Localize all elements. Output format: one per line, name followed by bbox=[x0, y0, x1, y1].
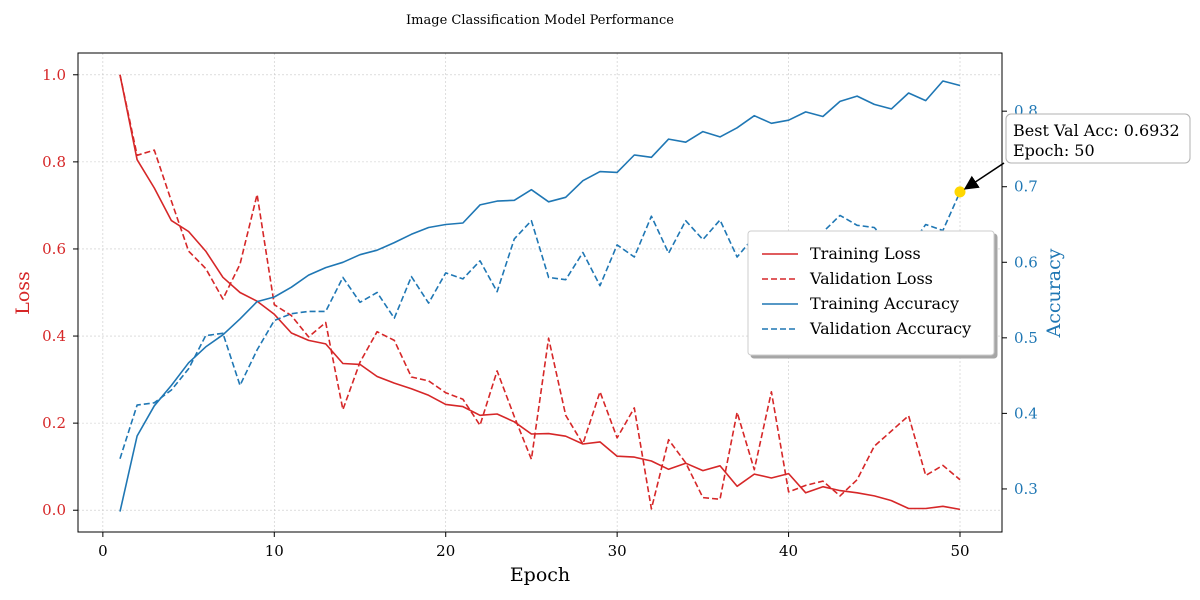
x-tick-label: 40 bbox=[779, 542, 798, 560]
legend-label: Training Loss bbox=[810, 244, 921, 263]
y-left-tick-label: 0.6 bbox=[42, 240, 66, 258]
x-tick-label: 0 bbox=[98, 542, 108, 560]
legend-label: Training Accuracy bbox=[810, 294, 959, 313]
legend-label: Validation Accuracy bbox=[809, 319, 971, 338]
y-right-tick-label: 0.5 bbox=[1014, 329, 1038, 347]
chart-title: Image Classification Model Performance bbox=[406, 13, 674, 28]
x-axis-label: Epoch bbox=[510, 564, 570, 586]
axes: 0 10 20 30 40 50 0.0 0.2 0.4 0.6 0.8 1.0 0.3 0.4 0.5 0.… bbox=[42, 52, 1038, 560]
series-line-training-loss bbox=[119, 74, 961, 511]
y-right-tick-label: 0.7 bbox=[1014, 178, 1038, 196]
best-val-point bbox=[954, 186, 966, 198]
y-right-tick-label: 0.4 bbox=[1014, 404, 1038, 422]
x-tick-label: 30 bbox=[608, 542, 627, 560]
y-right-tick-label: 0.6 bbox=[1014, 253, 1038, 271]
x-tick-label: 50 bbox=[950, 542, 969, 560]
annotation-box bbox=[1005, 113, 1191, 164]
y-left-tick-label: 0.0 bbox=[42, 501, 66, 519]
legend-label: Validation Loss bbox=[809, 269, 933, 288]
annotation-line-2: Epoch: 50 bbox=[1013, 141, 1095, 160]
grid-lines bbox=[78, 53, 1002, 532]
y-right-tick-label: 0.3 bbox=[1014, 480, 1038, 498]
y-left-tick-label: 1.0 bbox=[42, 66, 66, 84]
annotation-arrow bbox=[963, 162, 1005, 190]
y-left-tick-label: 0.2 bbox=[42, 414, 66, 432]
series-line-validation-loss bbox=[119, 74, 961, 510]
legend-box bbox=[747, 230, 995, 356]
y-axis-left-label: Loss bbox=[12, 271, 34, 315]
annotation-line-1: Best Val Acc: 0.6932 bbox=[1013, 121, 1180, 140]
x-tick-label: 20 bbox=[436, 542, 455, 560]
plot-frame bbox=[77, 52, 1003, 533]
y-left-tick-label: 0.4 bbox=[42, 327, 66, 345]
y-left-tick-label: 0.8 bbox=[42, 153, 66, 171]
x-tick-label: 10 bbox=[265, 542, 284, 560]
legend: Training Loss Validation Loss Training Acc… bbox=[747, 230, 995, 356]
y-axis-right-label: Accuracy bbox=[1043, 248, 1065, 338]
series-line-training-accuracy bbox=[119, 80, 961, 512]
